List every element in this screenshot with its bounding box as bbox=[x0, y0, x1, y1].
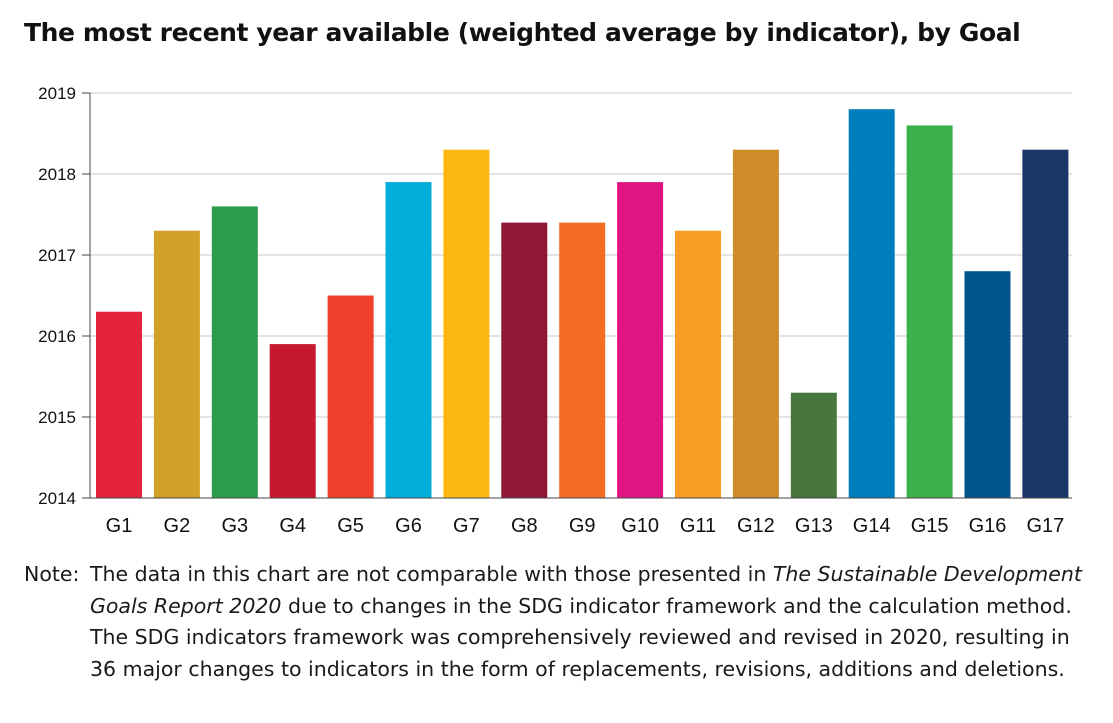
bar-g16 bbox=[964, 271, 1011, 498]
chart-note: Note: The data in this chart are not com… bbox=[24, 559, 1084, 685]
y-tick-label: 2014 bbox=[38, 489, 76, 508]
chart-title: The most recent year available (weighted… bbox=[24, 18, 1021, 47]
y-tick-label: 2018 bbox=[38, 165, 76, 184]
x-tick-label: G14 bbox=[853, 515, 891, 537]
bar-g15 bbox=[906, 125, 953, 499]
x-tick-label: G16 bbox=[969, 515, 1007, 537]
x-tick-label: G6 bbox=[395, 515, 422, 537]
x-tick-label: G7 bbox=[453, 515, 480, 537]
bar-g5 bbox=[327, 295, 374, 498]
x-tick-label: G4 bbox=[279, 515, 306, 537]
y-tick-labels: 2014 2015 2016 2017 2018 2019 bbox=[38, 84, 76, 508]
x-tick-labels: G1 G2 G3 G4 G5 G6 G7 G8 G9 G10 G11 G12 G13 G14 G15 G16 G… bbox=[106, 515, 1065, 537]
x-tick-label: G17 bbox=[1026, 515, 1064, 537]
bar-g3 bbox=[211, 206, 258, 498]
bar-g1 bbox=[96, 311, 142, 498]
axes bbox=[82, 92, 1072, 499]
note-body: The data in this chart are not comparabl… bbox=[90, 559, 1084, 685]
y-tick-label: 2016 bbox=[38, 327, 76, 346]
x-tick-label: G8 bbox=[511, 515, 538, 537]
note-text-after: due to changes in the SDG indicator fram… bbox=[90, 593, 1072, 681]
x-tick-label: G9 bbox=[569, 515, 596, 537]
bar-g12 bbox=[732, 149, 779, 498]
bar-g17 bbox=[1022, 149, 1069, 498]
x-tick-label: G15 bbox=[911, 515, 949, 537]
y-tick-label: 2017 bbox=[38, 246, 76, 265]
x-tick-label: G10 bbox=[621, 515, 659, 537]
x-tick-label: G11 bbox=[680, 515, 716, 537]
bar-g10 bbox=[617, 182, 664, 498]
note-report-title: The Sustainable Development Goals Report… bbox=[90, 562, 1082, 618]
x-tick-label: G3 bbox=[221, 515, 248, 537]
bar-g4 bbox=[269, 344, 316, 498]
bar-g2 bbox=[153, 230, 200, 498]
y-tick-label: 2015 bbox=[38, 408, 76, 427]
bar-g8 bbox=[501, 222, 548, 498]
bars bbox=[96, 109, 1069, 499]
note-prefix: Note: bbox=[24, 562, 80, 586]
y-tick-label: 2019 bbox=[38, 84, 76, 103]
x-tick-label: G2 bbox=[164, 515, 191, 537]
bar-g7 bbox=[443, 149, 490, 498]
bar-g6 bbox=[385, 182, 432, 498]
bar-g11 bbox=[675, 230, 721, 498]
x-tick-label: G5 bbox=[337, 515, 364, 537]
bar-g9 bbox=[559, 222, 606, 498]
bar-g14 bbox=[848, 109, 895, 498]
x-tick-label: G1 bbox=[106, 515, 133, 537]
x-tick-label: G13 bbox=[795, 515, 833, 537]
bar-g13 bbox=[790, 392, 837, 498]
x-tick-label: G12 bbox=[737, 515, 775, 537]
note-text-before: The data in this chart are not comparabl… bbox=[90, 562, 773, 586]
